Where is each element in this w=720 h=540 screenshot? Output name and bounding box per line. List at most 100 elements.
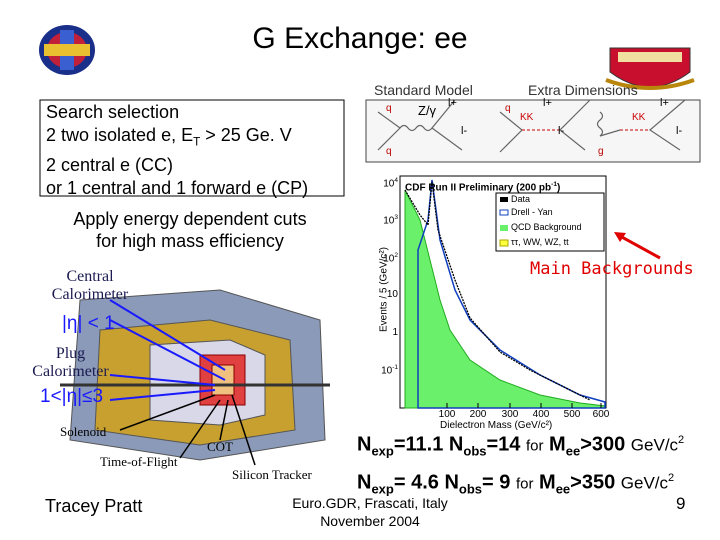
y-tick-label: 10 <box>387 289 398 300</box>
stats-part: GeV/c <box>630 435 679 455</box>
solenoid-label: Solenoid <box>60 424 107 439</box>
stats-part: exp <box>371 443 394 459</box>
subscript: T <box>193 135 201 149</box>
university-crest <box>605 47 695 90</box>
tick-base: 10 <box>386 289 398 300</box>
tick-exponent: 4 <box>394 177 398 184</box>
text-line: Apply energy dependent cuts <box>73 209 307 229</box>
text: ) <box>556 182 561 194</box>
stats: Nexp=11.1 Nobs=14 for Mee>300 GeV/c2 Nexp… <box>357 427 684 502</box>
quark: q <box>386 103 392 114</box>
x-tick-label: 500 <box>563 409 581 420</box>
tick-base: 10 <box>383 178 395 190</box>
lepton: l+ <box>448 97 457 109</box>
central-eta: |η| < 1 <box>62 313 115 334</box>
pointer-lines <box>109 299 226 401</box>
tick-exponent: 3 <box>394 214 398 221</box>
plot-title: CDF Run II Preliminary (200 pb-1) <box>405 181 560 193</box>
text: 2 two isolated e, E <box>46 125 194 145</box>
cuts-text: Apply energy dependent cuts for high mas… <box>40 208 340 252</box>
tick-base: 10 <box>383 215 395 227</box>
stats-part: >300 <box>580 433 631 456</box>
author: Tracey Pratt <box>45 496 143 516</box>
tof-label: Time-of-Flight <box>100 454 178 469</box>
superscript: -1 <box>551 181 557 188</box>
y-tick-label: 1 <box>392 327 398 338</box>
kk: KK <box>520 112 534 123</box>
text: CDF Run II Preliminary (200 pb <box>405 182 552 194</box>
y-tick-label: 102 <box>383 252 398 264</box>
stats-part: =14 <box>486 433 526 456</box>
venue: Euro.GDR, Frascati, Italy November 2004 <box>270 494 470 530</box>
stats-part: M <box>543 433 566 456</box>
quark: q <box>505 103 511 114</box>
x-tick-label: 100 <box>438 409 456 420</box>
stats-part: obs <box>463 443 487 459</box>
stats-part: N <box>357 471 372 494</box>
stats-line: Nexp= 4.6 Nobs= 9 for Mee>350 GeV/c2 <box>357 465 684 503</box>
legend-entry: ττ, WW, WZ, tt <box>511 237 569 247</box>
stats-line: Nexp=11.1 Nobs=14 for Mee>300 GeV/c2 <box>357 427 684 465</box>
x-tick-label: 600 <box>592 409 610 420</box>
stats-part: ee <box>565 443 581 459</box>
stats-part: N <box>357 433 372 456</box>
cdf-logo <box>39 25 95 75</box>
arrow <box>619 234 661 260</box>
cot-label: COT <box>207 439 233 454</box>
slide-title: G Exchange: ee <box>252 22 468 55</box>
ed-label: Extra Dimensions <box>528 82 638 98</box>
stats-part: 2 <box>668 471 675 484</box>
stats-part: for <box>515 475 534 493</box>
y-tick-label: 103 <box>383 214 398 226</box>
stats-part: = 4.6 N <box>393 471 459 494</box>
tick-base: 10 <box>381 365 393 377</box>
tick-base: 1 <box>392 327 398 338</box>
tick-exponent: 2 <box>394 252 398 259</box>
text-line: for high mass efficiency <box>96 231 284 251</box>
silicon-label: Silicon Tracker <box>232 467 312 482</box>
feynman-lines <box>377 99 686 153</box>
stats-part: =11.1 N <box>393 433 464 456</box>
pointer-lines-black <box>119 394 256 466</box>
x-tick-label: 300 <box>501 409 519 420</box>
stats-part: >350 <box>570 471 621 494</box>
y-tick-label: 10-1 <box>381 364 398 376</box>
stats-part: GeV/c <box>620 473 669 493</box>
arrowhead <box>614 232 626 242</box>
quark: q <box>386 146 392 157</box>
stats-part: for <box>525 437 544 455</box>
tick-base: 10 <box>383 253 395 265</box>
lepton: l+ <box>660 97 669 109</box>
lepton: l- <box>461 125 468 137</box>
selection-heading: Search selection <box>46 102 180 122</box>
stats-part: exp <box>371 481 394 497</box>
selection-line: or 1 central and 1 forward e (CP) <box>46 177 309 198</box>
stats-part: 2 <box>678 434 685 446</box>
stats-part: M <box>533 471 556 494</box>
kk: KK <box>632 112 646 123</box>
y-tick-label: 104 <box>383 177 398 189</box>
x-tick-label: 200 <box>469 409 487 420</box>
lepton: l- <box>558 125 565 137</box>
page-number: 9 <box>676 494 686 513</box>
text: > 25 Ge. V <box>200 125 292 145</box>
x-axis-label: Dielectron Mass (GeV/c²) <box>440 420 553 431</box>
selection-text: Search selection 2 two isolated e, ET > … <box>46 101 308 200</box>
lepton: l+ <box>543 97 552 109</box>
plug-label: Plug Calorimeter <box>32 345 109 380</box>
date-line: November 2004 <box>320 513 420 529</box>
sm-label: Standard Model <box>374 82 473 98</box>
selection-line: 2 two isolated e, ET > 25 Ge. V <box>46 124 308 154</box>
gluon: g <box>598 146 604 157</box>
lepton: l- <box>676 125 683 137</box>
stats-part: obs <box>458 481 483 497</box>
venue-line: Euro.GDR, Frascati, Italy <box>292 495 448 511</box>
plot <box>399 175 607 409</box>
feynman-box <box>365 99 701 163</box>
stats-part: ee <box>555 481 571 497</box>
plug-eta: 1<|η|≤3 <box>40 386 104 407</box>
legend-entry: Data <box>511 194 531 204</box>
tick-exponent: -1 <box>392 364 398 371</box>
